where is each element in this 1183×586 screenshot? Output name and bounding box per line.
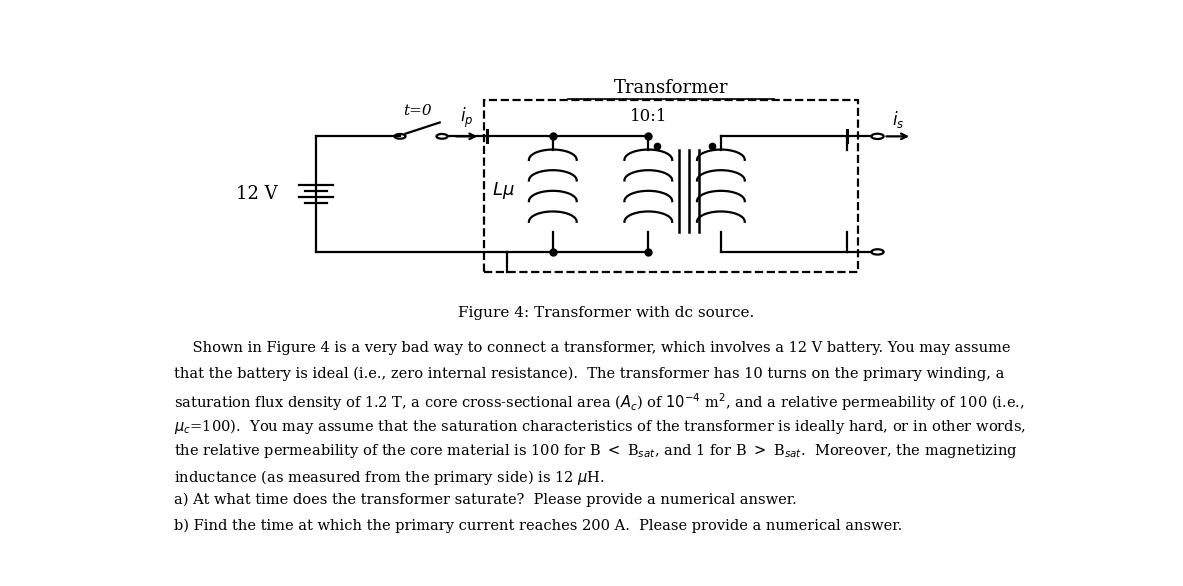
Text: the relative permeability of the core material is 100 for B $<$ B$_{sat}$, and 1: the relative permeability of the core ma… (174, 442, 1017, 460)
Text: b) Find the time at which the primary current reaches 200 A.  Please provide a n: b) Find the time at which the primary cu… (174, 518, 901, 533)
Text: that the battery is ideal (i.e., zero internal resistance).  The transformer has: that the battery is ideal (i.e., zero in… (174, 366, 1004, 381)
Text: t=0: t=0 (403, 104, 432, 118)
Text: Transformer: Transformer (614, 79, 729, 97)
Text: 10:1: 10:1 (629, 108, 667, 125)
Text: Shown in Figure 4 is a very bad way to connect a transformer, which involves a 1: Shown in Figure 4 is a very bad way to c… (174, 341, 1010, 355)
Text: $\mu_c$=100).  You may assume that the saturation characteristics of the transfo: $\mu_c$=100). You may assume that the sa… (174, 417, 1026, 436)
Text: a) At what time does the transformer saturate?  Please provide a numerical answe: a) At what time does the transformer sat… (174, 493, 796, 507)
Text: inductance (as measured from the primary side) is 12 $\mu$H.: inductance (as measured from the primary… (174, 468, 605, 486)
Text: $L\mu$: $L\mu$ (492, 180, 515, 202)
Text: Figure 4: Transformer with dc source.: Figure 4: Transformer with dc source. (458, 306, 755, 320)
Text: saturation flux density of 1.2 T, a core cross-sectional area ($A_c$) of $10^{-4: saturation flux density of 1.2 T, a core… (174, 391, 1024, 413)
Text: 12 V: 12 V (237, 185, 278, 203)
Text: $i_p$: $i_p$ (460, 106, 473, 131)
Text: $i_s$: $i_s$ (892, 110, 904, 131)
